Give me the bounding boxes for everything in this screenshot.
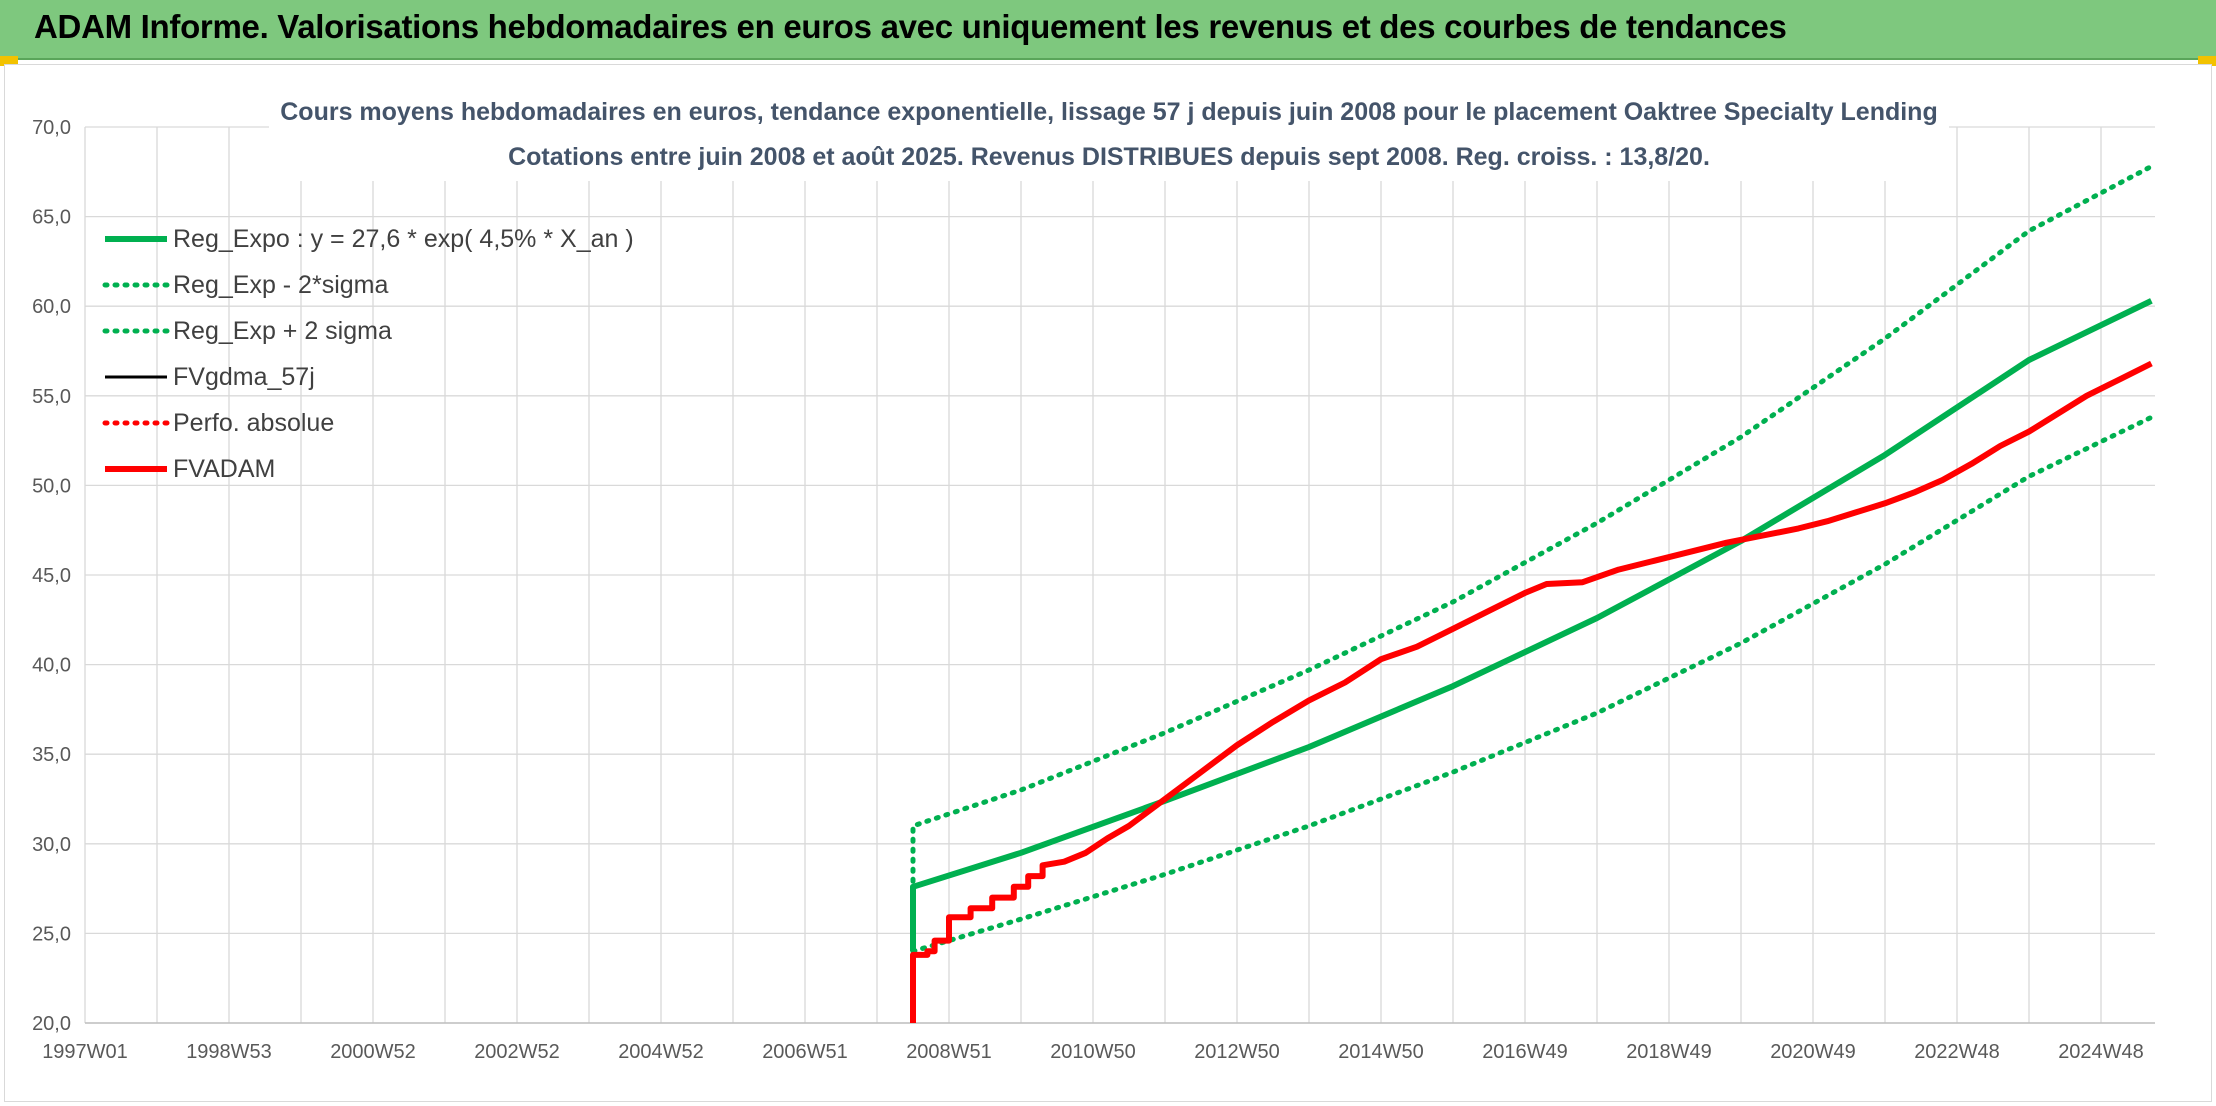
series-line-2 — [910, 163, 2154, 954]
series-layer — [910, 163, 2154, 1023]
chart-subtitle: Cotations entre juin 2008 et août 2025. … — [508, 143, 1710, 171]
x-tick-label: 2008W51 — [906, 1041, 992, 1063]
grid-layer — [84, 126, 2155, 1024]
x-tick-label: 2014W50 — [1338, 1041, 1424, 1063]
x-tick-label: 1998W53 — [186, 1041, 272, 1063]
left-corner-accent — [0, 56, 18, 66]
x-tick-label: 2010W50 — [1050, 1041, 1136, 1063]
x-tick-label: 2020W49 — [1770, 1041, 1856, 1063]
legend-label-1: Reg_Exp - 2*sigma — [173, 271, 388, 299]
legend-label-0: Reg_Expo : y = 27,6 * exp( 4,5% * X_an ) — [173, 225, 634, 253]
y-tick-label: 20,0 — [32, 1013, 71, 1035]
legend-label-3: FVgdma_57j — [173, 363, 315, 391]
y-tick-label: 65,0 — [32, 207, 71, 229]
x-tick-label: 2004W52 — [618, 1041, 704, 1063]
y-tick-label: 40,0 — [32, 655, 71, 677]
chart-title-background — [269, 85, 1949, 181]
x-tick-label: 2024W48 — [2058, 1041, 2144, 1063]
x-tick-label: 2012W50 — [1194, 1041, 1280, 1063]
report-title: ADAM Informe. Valorisations hebdomadaire… — [34, 8, 1787, 45]
y-tick-label: 35,0 — [32, 744, 71, 766]
y-tick-label: 45,0 — [32, 565, 71, 587]
y-tick-label: 25,0 — [32, 923, 71, 945]
legend-label-5: FVADAM — [173, 455, 275, 483]
right-corner-accent — [2198, 56, 2216, 66]
x-tick-label: 2016W49 — [1482, 1041, 1568, 1063]
y-tick-label: 55,0 — [32, 386, 71, 408]
legend: Reg_Expo : y = 27,6 * exp( 4,5% * X_an )… — [102, 225, 634, 483]
x-tick-label: 2002W52 — [474, 1041, 560, 1063]
legend-label-4: Perfo. absolue — [173, 409, 334, 437]
y-tick-label: 70,0 — [32, 117, 71, 139]
report-banner: ADAM Informe. Valorisations hebdomadaire… — [0, 0, 2216, 60]
x-tick-label: 2000W52 — [330, 1041, 416, 1063]
x-tick-label: 1997W01 — [42, 1041, 128, 1063]
legend-label-2: Reg_Exp + 2 sigma — [173, 317, 392, 345]
y-tick-label: 30,0 — [32, 834, 71, 856]
valuation-chart: 20,0 25,0 30,0 35,0 40,0 45,0 50,0 55,0 60,0 65,0… — [32, 85, 2155, 1063]
x-tick-label: 2006W51 — [762, 1041, 848, 1063]
series-line-5 — [910, 360, 2153, 1023]
series-line-0 — [910, 298, 2153, 952]
axis-layer: 20,0 25,0 30,0 35,0 40,0 45,0 50,0 55,0 60,0 65,0… — [32, 117, 2155, 1063]
series-line-1 — [910, 414, 2154, 954]
chart-title: Cours moyens hebdomadaires en euros, ten… — [280, 98, 1937, 126]
x-tick-label: 2018W49 — [1626, 1041, 1712, 1063]
chart-area: 20,0 25,0 30,0 35,0 40,0 45,0 50,0 55,0 60,0 65,0… — [4, 64, 2212, 1102]
x-tick-label: 2022W48 — [1914, 1041, 2000, 1063]
y-tick-label: 50,0 — [32, 475, 71, 497]
y-tick-label: 60,0 — [32, 296, 71, 318]
